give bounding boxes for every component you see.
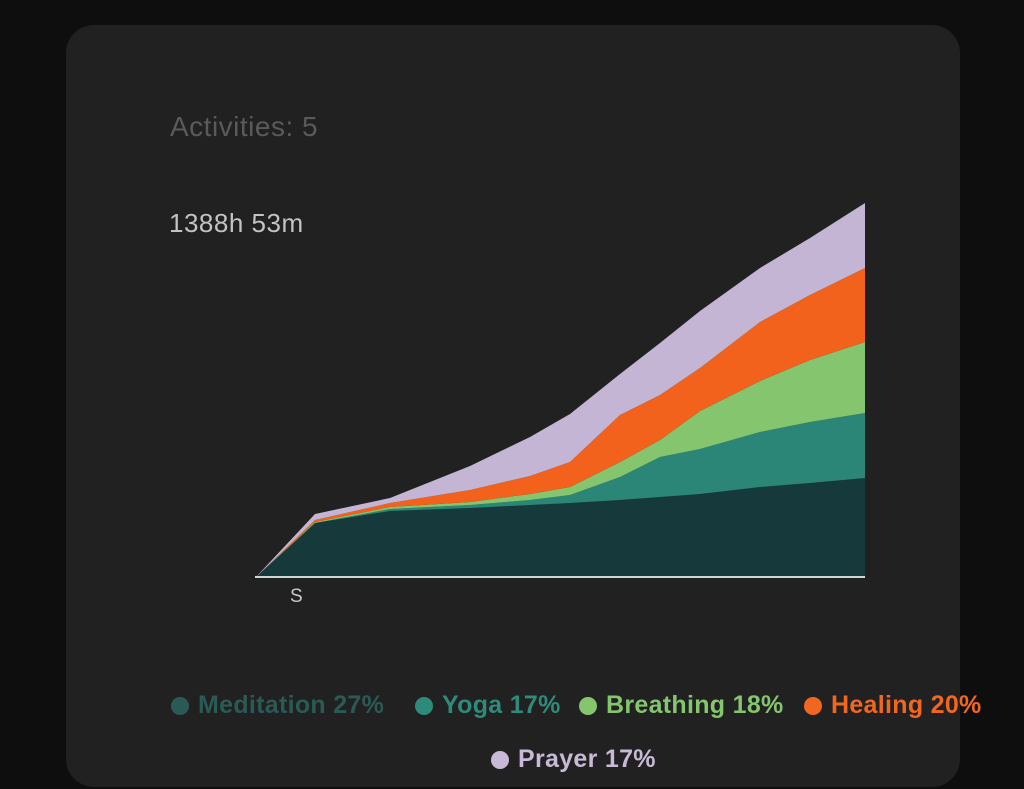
legend-label: Breathing 18% [606,691,784,719]
legend-item-breathing[interactable]: Breathing 18% [579,691,784,720]
legend-label: Yoga 17% [442,691,561,719]
legend-label: Meditation 27% [198,691,385,719]
legend-item-meditation[interactable]: Meditation 27% [171,691,384,720]
prayer-legend-dot-icon [491,750,509,769]
legend-label: Healing 20% [831,691,982,719]
legend-item-yoga[interactable]: Yoga 17% [415,691,561,720]
x-axis-first-tick-label: S [290,586,303,607]
activities-card: Activities: 5 1388h 53m S Meditation 27%… [66,25,981,787]
legend-item-healing[interactable]: Healing 20% [804,691,982,720]
breathing-legend-dot-icon [579,696,597,715]
yoga-legend-dot-icon [415,696,433,715]
meditation-legend-dot-icon [171,696,189,715]
total-duration-label: 1388h 53m [169,208,304,238]
healing-legend-dot-icon [804,696,822,715]
legend-item-prayer[interactable]: Prayer 17% [491,745,656,774]
activities-count-title: Activities: 5 [170,111,319,142]
legend-label: Prayer 17% [518,745,656,773]
